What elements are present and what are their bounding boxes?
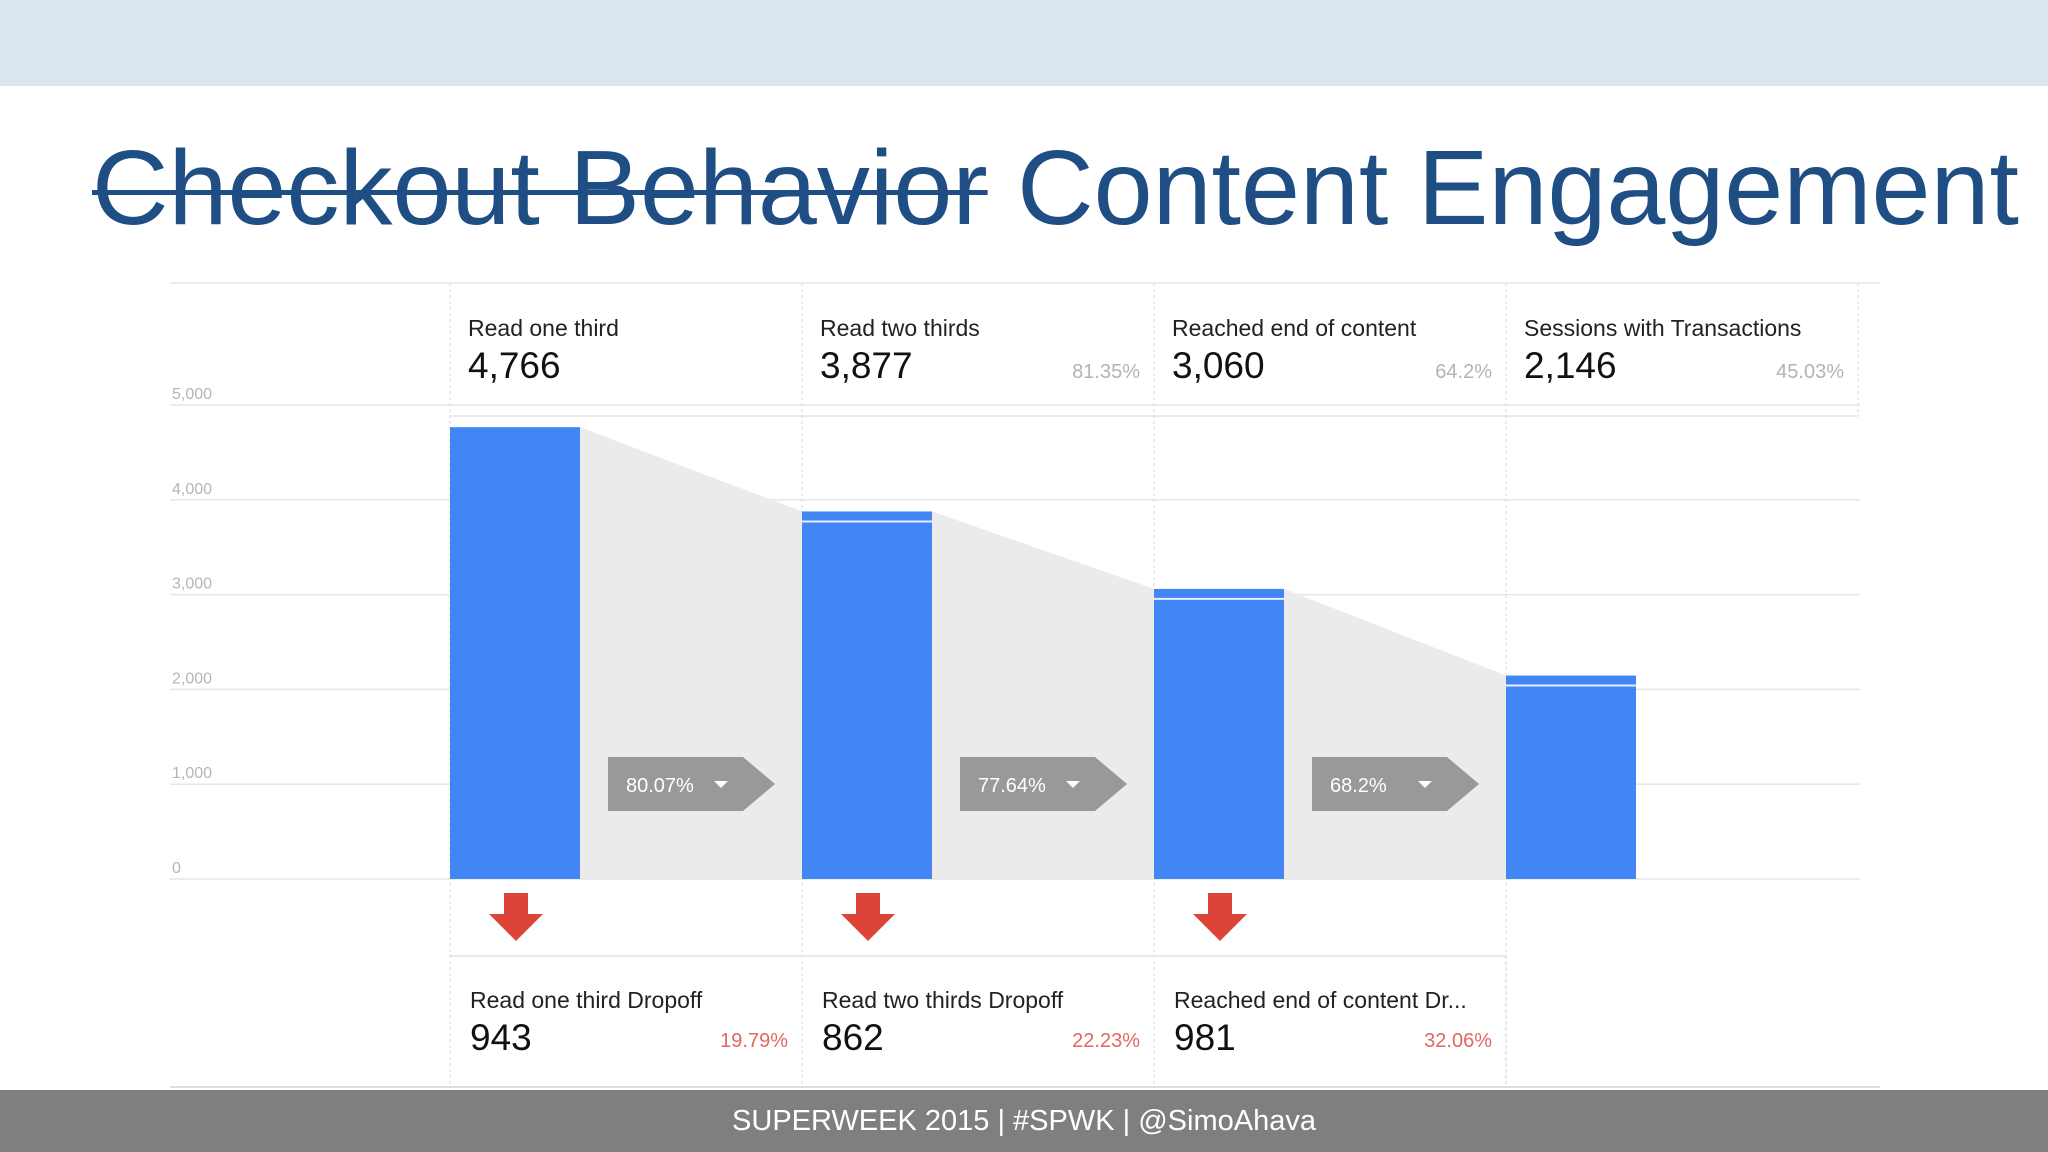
funnel-area-layer (580, 427, 1506, 879)
step-percent: 45.03% (1776, 361, 1844, 383)
funnel-area (932, 511, 1154, 879)
dropoff-arrow-icon (1193, 893, 1247, 941)
dropoff-value: 943 (470, 1017, 532, 1058)
funnel-area (580, 427, 802, 879)
chevron-down-icon (714, 781, 728, 788)
step-label: Sessions with Transactions (1524, 315, 1801, 341)
step-value: 3,060 (1172, 345, 1265, 386)
bar-4 (1506, 675, 1636, 879)
conversion-rate: 68.2% (1330, 775, 1387, 797)
dropoff-arrow-icon (489, 893, 543, 941)
step-label: Read two thirds (820, 315, 980, 341)
conversion-rate: 80.07% (626, 775, 694, 797)
y-tick-label: 3,000 (172, 576, 212, 593)
dropoff-arrow-icon (841, 893, 895, 941)
bar-2 (802, 511, 932, 879)
slide-title: Checkout Behavior Content Engagement (92, 130, 2019, 247)
step-header-layer: Read one third 4,766 Read two thirds 3,877 8… (468, 315, 1844, 386)
step-percent: 64.2% (1435, 361, 1492, 383)
top-band (0, 0, 2048, 86)
conversion-tag-layer: 80.07% 77.64% 68.2% (608, 757, 1479, 811)
bar-layer (450, 427, 1636, 879)
title-struck: Checkout Behavior (92, 129, 988, 247)
y-tick-label: 2,000 (172, 670, 212, 687)
step-value: 2,146 (1524, 345, 1617, 386)
conversion-tag (608, 757, 775, 811)
dropoff-label: Reached end of content Dr... (1174, 987, 1467, 1013)
step-label: Reached end of content (1172, 315, 1417, 341)
chevron-down-icon (1418, 781, 1432, 788)
dropoff-percent: 32.06% (1424, 1030, 1492, 1052)
y-tick-label: 1,000 (172, 765, 212, 782)
title-new: Content Engagement (1017, 129, 2019, 247)
dropoff-value: 981 (1174, 1017, 1236, 1058)
step-value: 3,877 (820, 345, 913, 386)
y-tick-label: 4,000 (172, 481, 212, 498)
conversion-rate: 77.64% (978, 775, 1046, 797)
step-percent: 81.35% (1072, 361, 1140, 383)
dropoff-percent: 19.79% (720, 1030, 788, 1052)
footer: SUPERWEEK 2015 | #SPWK | @SimoAhava (0, 1090, 2048, 1152)
y-tick-label: 0 (172, 860, 181, 877)
chevron-down-icon (1066, 781, 1080, 788)
y-tick-label: 5,000 (172, 386, 212, 403)
conversion-tag (1312, 757, 1479, 811)
dropoff-percent: 22.23% (1072, 1030, 1140, 1052)
step-label: Read one third (468, 315, 619, 341)
conversion-tag (960, 757, 1127, 811)
dropoff-label: Read two thirds Dropoff (822, 987, 1064, 1013)
bar-3 (1154, 588, 1284, 879)
dropoff-value: 862 (822, 1017, 884, 1058)
funnel-area (1284, 588, 1506, 879)
dropoff-label: Read one third Dropoff (470, 987, 703, 1013)
dropoff-layer: Read one third Dropoff 943 19.79% Read two … (470, 893, 1492, 1058)
bar-1 (450, 427, 580, 879)
step-value: 4,766 (468, 345, 561, 386)
